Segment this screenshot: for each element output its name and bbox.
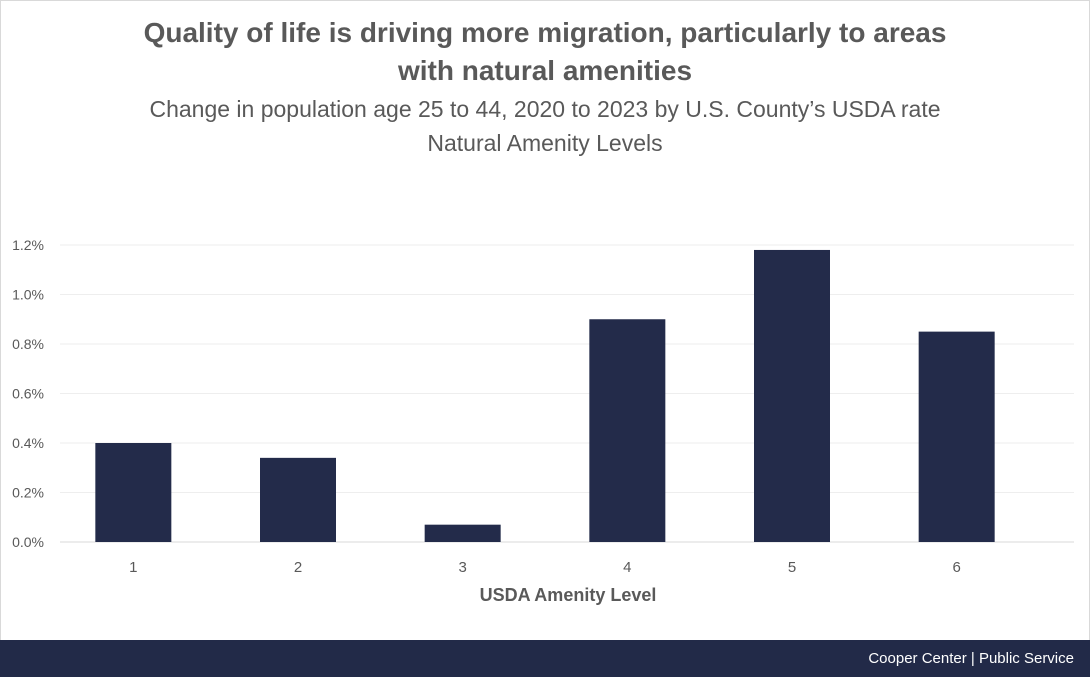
bar-level-2 [260, 457, 336, 542]
bar-level-5 [754, 249, 830, 542]
x-tick-label: 2 [294, 559, 302, 576]
x-tick-label: 6 [952, 559, 960, 576]
chart-subtitle-line-2: Natural Amenity Levels [427, 130, 663, 156]
chart-title-line-2: with natural amenities [397, 55, 693, 86]
y-tick-label: 1.0% [12, 287, 44, 303]
x-tick-label: 4 [623, 559, 631, 576]
footer-bar: Cooper Center | Public Service [0, 640, 1090, 677]
bar-level-4 [589, 319, 666, 542]
x-tick-label: 5 [788, 559, 796, 576]
x-tick-label: 3 [458, 559, 466, 576]
chart-title: Quality of life is driving more migratio… [0, 14, 1090, 90]
x-axis-title: USDA Amenity Level [480, 585, 657, 605]
footer-credit: Cooper Center | Public Service [868, 650, 1074, 667]
y-tick-label: 0.4% [12, 435, 44, 451]
bar-level-1 [95, 443, 172, 542]
chart-subtitle-line-1: Change in population age 25 to 44, 2020 … [149, 96, 941, 122]
bar-level-3 [424, 524, 501, 542]
y-tick-label: 1.2% [12, 237, 44, 253]
chart-subtitle: Change in population age 25 to 44, 2020 … [0, 92, 1090, 160]
y-tick-label: 0.0% [12, 534, 44, 550]
chart-title-line-1: Quality of life is driving more migratio… [143, 17, 947, 48]
x-tick-label: 1 [129, 559, 137, 576]
bar-level-6 [918, 331, 995, 542]
y-tick-label: 0.2% [12, 485, 44, 501]
y-tick-label: 0.6% [12, 386, 44, 402]
bar-chart: 0.0% 0.2% 0.4% 0.6% 0.8% 1.0% 1.2% 1 2 3 4 5 6 USDA A… [12, 237, 1074, 605]
y-tick-label: 0.8% [12, 336, 44, 352]
